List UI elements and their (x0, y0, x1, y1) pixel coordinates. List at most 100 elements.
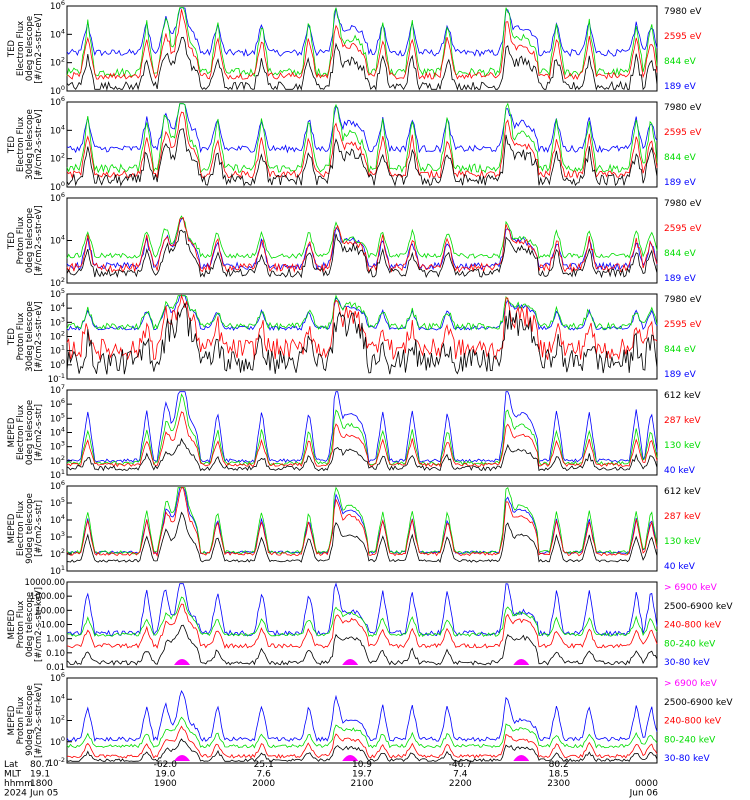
series-trace-green (66, 294, 658, 332)
y-tick-label: 100.00 (35, 606, 65, 616)
legend-entry: 2595 eV (664, 32, 702, 42)
legend-entry: 189 eV (664, 178, 697, 188)
legend-entry: 189 eV (664, 274, 697, 284)
series-trace-magenta (174, 755, 191, 761)
x-row-label: hhmm (4, 779, 33, 789)
x-row-label: Lat (4, 760, 19, 770)
y-tick-label: 104 (50, 301, 65, 314)
x-time-value: 2100 (351, 779, 374, 789)
legend-entry: 80-240 keV (664, 735, 716, 745)
y-axis-label: 0deg telescope (25, 592, 35, 657)
legend-entry: 844 eV (664, 57, 697, 67)
y-axis-label: [#/cm2-s-str-eV] (34, 301, 44, 371)
y-axis-label: 30deg telescope (25, 301, 35, 372)
legend-entry: 2595 eV (664, 128, 702, 138)
x-time-value: 2200 (449, 779, 472, 789)
legend-entry: 2595 eV (664, 320, 702, 330)
legend-entry: > 6900 keV (664, 679, 718, 689)
plot-frame (66, 197, 658, 284)
legend-entry: 7980 eV (664, 295, 702, 305)
x-time-value: 2000 (252, 779, 275, 789)
y-tick-label: 100 (50, 735, 65, 748)
series-trace-black (66, 229, 658, 279)
x-time-value: 1900 (154, 779, 177, 789)
panel-7: 0.01 0.10 1.00 10.00 100.00 1000.00 10000.00 ME… (7, 578, 733, 673)
series-trace-green (66, 393, 658, 466)
x-time-value: 1800 (30, 779, 53, 789)
legend-entry: 7980 eV (664, 199, 702, 209)
y-tick-label: 102 (50, 547, 65, 560)
y-axis-label: TED (7, 327, 17, 346)
x-time-value: 2300 (547, 779, 570, 789)
y-axis-label: Proton Flux (16, 601, 26, 649)
y-tick-label: 104 (50, 234, 65, 247)
legend-entry: 2500-6900 keV (664, 602, 733, 612)
y-tick-label: 106 (50, 397, 65, 410)
series-trace-magenta (513, 755, 530, 761)
x-mlt-value: 19.1 (30, 770, 50, 780)
y-tick-label: 105 (50, 496, 65, 509)
y-axis-label: [#/cm2-s-str-keV] (34, 683, 44, 758)
x-lat-value: 80.7 (30, 760, 50, 770)
series-trace-blue (67, 487, 658, 555)
y-tick-label: 101 (50, 344, 65, 357)
legend-entry: 30-80 keV (664, 658, 710, 668)
legend-entry: 240-800 keV (664, 621, 722, 631)
series-trace-red (66, 217, 658, 274)
series-trace-magenta (513, 659, 530, 665)
series-trace-green (66, 716, 658, 749)
series-trace-black (66, 738, 658, 762)
legend-entry: 130 keV (664, 441, 701, 451)
series-trace-red (66, 487, 658, 557)
x-time-value: 0000 (635, 779, 658, 789)
series-trace-blue (66, 103, 658, 154)
legend-entry: 612 keV (664, 391, 701, 401)
y-axis-label: Electron Flux (16, 405, 26, 460)
series-trace-magenta (174, 659, 191, 665)
series-trace-magenta (342, 659, 359, 665)
plot-frame (66, 485, 658, 572)
legend-entry: 2500-6900 keV (664, 698, 733, 708)
y-tick-label: 102 (50, 330, 65, 343)
x-lat-value: 10.9 (352, 760, 372, 770)
y-axis-label: MEPED (7, 417, 17, 447)
series-trace-black (66, 36, 658, 91)
y-axis-label: MEPED (7, 513, 17, 543)
y-axis-label: 30deg telescope (25, 109, 35, 180)
plot-frame (66, 581, 658, 668)
x-lat-value: 25.1 (254, 760, 274, 770)
plot-frame (66, 101, 658, 188)
y-tick-label: 104 (50, 692, 65, 705)
legend-entry: 80-240 keV (664, 639, 716, 649)
series-trace-black (66, 128, 658, 187)
y-axis-label: Electron Flux (16, 117, 26, 172)
legend-entry: 30-80 keV (664, 754, 710, 764)
y-axis-label: TED (7, 135, 17, 154)
series-trace-black (66, 511, 658, 563)
series-trace-green (66, 215, 658, 260)
y-axis-label: [#/cm2-s-str-keV] (34, 587, 44, 662)
plot-frame (66, 5, 658, 92)
legend-entry: 240-800 keV (664, 717, 722, 727)
series-trace-black (66, 302, 658, 375)
y-tick-label: 102 (50, 714, 65, 727)
x-date-value: Jun 05 (29, 789, 58, 799)
legend-entry: 40 keV (664, 466, 696, 476)
series-trace-black (66, 437, 658, 472)
series-trace-red (66, 411, 658, 468)
x-mlt-value: 7.4 (453, 770, 468, 780)
legend-entry: 612 keV (664, 487, 701, 497)
legend-entry: 2595 eV (664, 224, 702, 234)
series-trace-red (66, 111, 658, 179)
y-axis-label: Proton Flux (16, 313, 26, 361)
y-axis-label: Proton Flux (16, 217, 26, 265)
y-tick-label: 102 (50, 152, 65, 165)
x-lat-value: 80.2 (549, 760, 569, 770)
